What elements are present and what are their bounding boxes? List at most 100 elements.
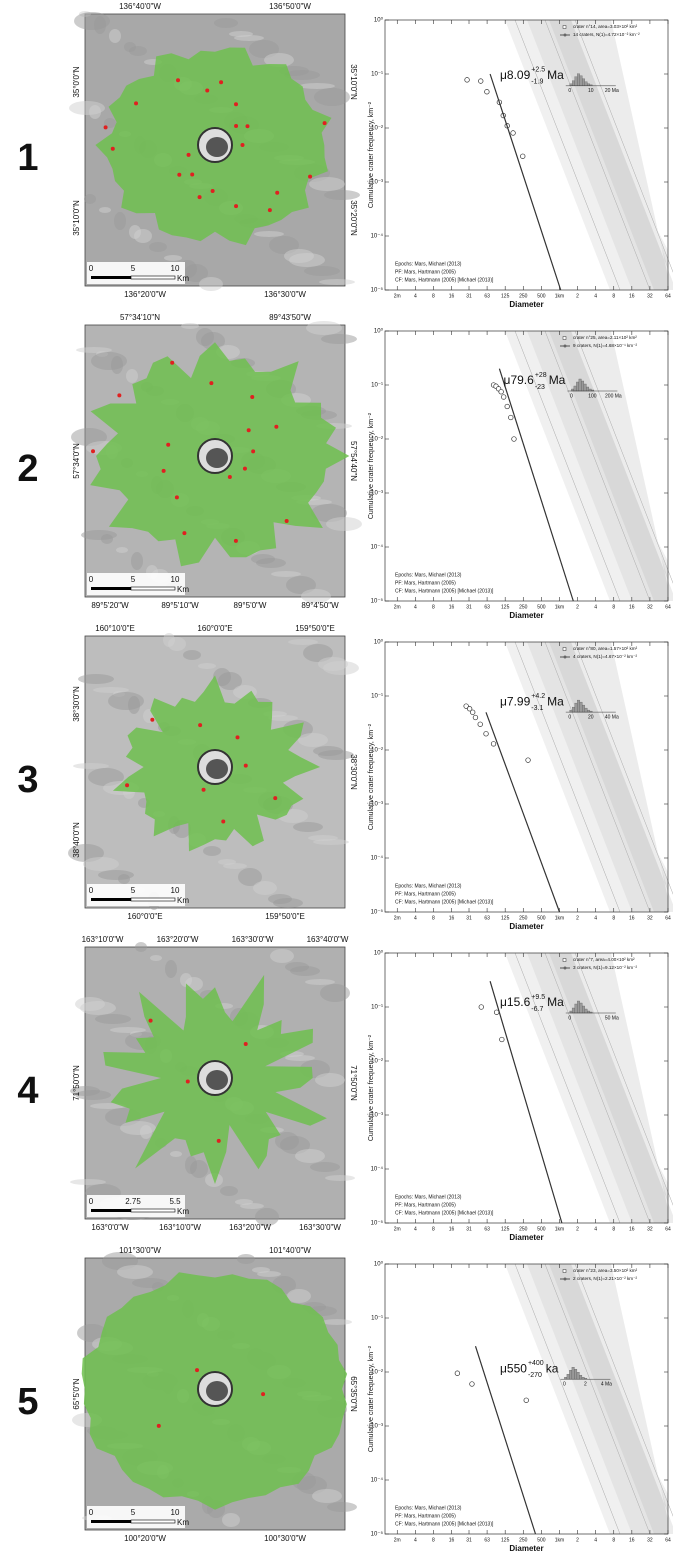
x-tick-label: 64 bbox=[665, 293, 671, 299]
terrain-texture bbox=[180, 973, 192, 987]
terrain-texture bbox=[238, 868, 262, 886]
isochron-band bbox=[571, 1264, 673, 1534]
y-tick-label: 10⁰ bbox=[374, 17, 384, 24]
scale-label: 10 bbox=[171, 264, 180, 273]
age-minus: -23 bbox=[535, 384, 545, 391]
y-tick-label: 10⁻⁴ bbox=[371, 1166, 384, 1173]
crater-dot bbox=[170, 360, 175, 365]
terrain-texture bbox=[164, 255, 182, 261]
coord-label: 100°30'0"W bbox=[264, 1534, 306, 1543]
y-tick-label: 10⁻³ bbox=[371, 1424, 383, 1430]
crater-dot bbox=[227, 475, 232, 480]
terrain-texture bbox=[203, 846, 221, 856]
y-tick-label: 10⁻² bbox=[371, 748, 383, 754]
age-minus: -6.7 bbox=[531, 1006, 543, 1013]
x-tick-label: 63 bbox=[484, 293, 490, 299]
scale-label: 10 bbox=[171, 886, 180, 895]
crater-dot bbox=[198, 723, 203, 728]
age-value: μ8.09 bbox=[500, 68, 531, 82]
x-tick-label: 2 bbox=[576, 915, 579, 921]
crater-dot bbox=[245, 124, 250, 129]
crater-point bbox=[499, 1036, 505, 1043]
x-tick-label: 8 bbox=[612, 604, 615, 610]
age-unit: Ma bbox=[549, 373, 566, 387]
x-tick-label: 250 bbox=[519, 293, 528, 299]
coord-label: 35°0'0"N bbox=[72, 66, 81, 97]
x-tick-label: 16 bbox=[449, 604, 455, 610]
isochron-band bbox=[571, 20, 673, 290]
terrain-texture bbox=[310, 1162, 340, 1172]
scale-label: 5 bbox=[131, 1508, 136, 1517]
isochron-fit bbox=[485, 712, 561, 913]
legend-label: 2 craters, N(1)=2.21×10⁻² km⁻² bbox=[573, 1276, 638, 1281]
terrain-texture bbox=[108, 692, 144, 710]
legend-marker bbox=[563, 1277, 567, 1281]
terrain-texture bbox=[91, 352, 127, 370]
scale-unit: Km bbox=[177, 1518, 189, 1527]
terrain-texture bbox=[69, 101, 105, 115]
crater-point bbox=[470, 709, 476, 715]
crater-floor bbox=[206, 759, 228, 779]
epoch-note: Epochs: Mars, Michael (2013) bbox=[395, 261, 462, 267]
x-tick-label: 2m bbox=[394, 915, 401, 921]
terrain-texture bbox=[150, 955, 162, 961]
epoch-note: Epochs: Mars, Michael (2013) bbox=[395, 1194, 462, 1200]
x-axis-label: Diameter bbox=[509, 1233, 543, 1242]
terrain-texture bbox=[213, 668, 231, 686]
coord-label: 136°20'0"W bbox=[124, 290, 166, 299]
scale-label: 0 bbox=[89, 1197, 94, 1206]
legend-label: 9 craters, N(1)=4.68×10⁻¹ km⁻² bbox=[573, 343, 638, 348]
inset-label: 0 bbox=[568, 1015, 571, 1021]
terrain-texture bbox=[308, 835, 338, 841]
age-histogram bbox=[579, 1375, 583, 1380]
x-tick-label: 8 bbox=[432, 293, 435, 299]
inset-label: 50 Ma bbox=[605, 1015, 619, 1021]
scale-label: 5 bbox=[131, 575, 136, 584]
y-tick-label: 10⁻⁵ bbox=[371, 598, 384, 605]
scale-unit: Km bbox=[177, 1207, 189, 1216]
terrain-texture bbox=[271, 571, 301, 577]
crater-dot bbox=[219, 80, 224, 85]
terrain-texture bbox=[129, 225, 141, 239]
isochron-fit bbox=[498, 368, 574, 602]
coord-label: 160°0'0"E bbox=[127, 912, 162, 921]
x-tick-label: 125 bbox=[501, 915, 510, 921]
x-tick-label: 31 bbox=[466, 1226, 472, 1232]
epoch-note: CF: Mars, Hartmann (2005) [Michael (2013… bbox=[395, 1210, 494, 1216]
scale-label: 2.75 bbox=[125, 1197, 141, 1206]
crater-point bbox=[484, 89, 490, 95]
y-tick-label: 10⁻³ bbox=[371, 180, 383, 186]
age-plus: +4.2 bbox=[531, 693, 545, 700]
isochron-line bbox=[514, 330, 621, 602]
terrain-texture bbox=[70, 1179, 106, 1185]
y-tick-label: 10⁻³ bbox=[371, 491, 383, 497]
crater-dot bbox=[182, 531, 187, 536]
terrain-texture bbox=[181, 323, 199, 329]
x-tick-label: 2m bbox=[394, 604, 401, 610]
terrain-texture bbox=[117, 1265, 153, 1279]
x-tick-label: 4 bbox=[414, 1537, 417, 1543]
x-tick-label: 8 bbox=[432, 1537, 435, 1543]
epoch-note: PF: Mars, Hartmann (2005) bbox=[395, 1513, 456, 1519]
isochron-fit bbox=[489, 981, 563, 1224]
terrain-texture bbox=[120, 1121, 156, 1135]
age-histogram bbox=[586, 386, 590, 392]
panel-number: 1 bbox=[17, 137, 38, 179]
coord-label: 136°40'0"W bbox=[119, 2, 161, 11]
age-histogram bbox=[584, 1008, 588, 1014]
isochron-line bbox=[514, 952, 621, 1224]
terrain-texture bbox=[214, 18, 238, 28]
crater-point bbox=[510, 130, 516, 136]
scale-label: 0 bbox=[89, 886, 94, 895]
age-plus: +2.5 bbox=[531, 67, 545, 74]
age-minus: -3.1 bbox=[531, 705, 543, 712]
coord-label: 35°10'0"N bbox=[349, 64, 358, 100]
y-axis-label: Cumulative crater frequency, km⁻² bbox=[368, 1345, 375, 1452]
x-tick-label: 31 bbox=[466, 1537, 472, 1543]
crater-dot bbox=[195, 1368, 200, 1373]
terrain-texture bbox=[74, 12, 110, 30]
terrain-texture bbox=[288, 639, 318, 645]
